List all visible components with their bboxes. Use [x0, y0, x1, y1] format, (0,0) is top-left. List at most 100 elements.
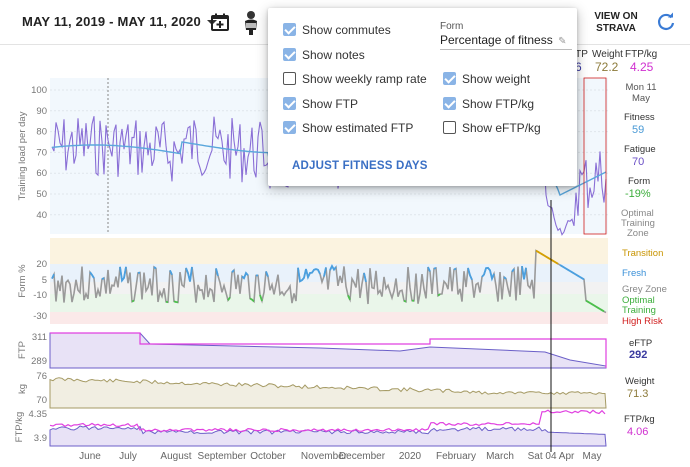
- month-label: March: [486, 451, 514, 462]
- form-tick-label: 5: [42, 275, 47, 286]
- eftp-value: 292: [629, 349, 648, 361]
- month-label: July: [119, 451, 137, 462]
- weight-value: 71.3: [627, 388, 649, 400]
- option-show-estimated-ftp[interactable]: Show estimated FTP: [283, 120, 413, 136]
- form-tick-label: -30: [33, 311, 47, 322]
- ftpkg-header-value: 4.25: [630, 60, 654, 74]
- checkbox-checked[interactable]: [283, 96, 296, 110]
- refresh-icon[interactable]: [656, 12, 676, 32]
- weight-label: Weight: [625, 376, 655, 387]
- load-y-ticks: 100 90 80 70 60 50 40: [31, 85, 47, 221]
- form-optimal-segments: [131, 293, 605, 313]
- strava-label-line1: VIEW ON: [594, 11, 638, 22]
- ftpkg-label: FTP/kg: [624, 414, 655, 425]
- kg-tick-label: 70: [36, 395, 47, 406]
- ftp-header-value: 6: [575, 60, 582, 74]
- option-label: Show weekly ramp rate: [302, 72, 427, 86]
- load-tick-label: 70: [36, 147, 47, 158]
- eftp-label: eFTP: [629, 338, 653, 349]
- option-show-eftp-kg[interactable]: Show eFTP/kg: [443, 120, 541, 136]
- ftp-tick-label: 311: [32, 332, 47, 343]
- ftp-y-ticks: 311 289: [31, 332, 47, 367]
- strava-label-line2: STRAVA: [596, 23, 636, 34]
- option-show-weight[interactable]: Show weight: [443, 71, 530, 87]
- option-label: Show FTP/kg: [462, 96, 535, 111]
- checkbox-checked[interactable]: [283, 47, 296, 61]
- ftpkg-y-axis-label: FTP/kg: [14, 412, 25, 443]
- month-label: February: [436, 451, 476, 462]
- option-show-ftp[interactable]: Show FTP: [283, 96, 358, 112]
- fitness-value: 59: [632, 124, 645, 136]
- month-label: September: [198, 451, 248, 462]
- fitness-label: Fitness: [624, 112, 655, 123]
- ftp-y-axis-label: FTP: [17, 341, 28, 359]
- checkbox-checked[interactable]: [443, 96, 456, 110]
- checkbox-unchecked[interactable]: [283, 72, 296, 85]
- month-label: November: [301, 451, 348, 462]
- fatigue-value: 70: [632, 156, 645, 168]
- ftpkg-tick-label: 4.35: [29, 409, 48, 420]
- option-show-ftp-kg[interactable]: Show FTP/kg: [443, 96, 534, 112]
- ftpkg-header-label: FTP/kg: [625, 49, 658, 60]
- adjust-fitness-days-button[interactable]: ADJUST FITNESS DAYS: [292, 160, 428, 172]
- form-y-axis-label: Form %: [17, 264, 28, 298]
- form-select-value: Percentage of fitness: [440, 33, 553, 47]
- option-label: Show notes: [302, 47, 365, 62]
- month-label: December: [339, 451, 386, 462]
- load-tick-label: 40: [36, 210, 47, 221]
- option-label: Show commutes: [302, 23, 391, 37]
- form-optimal-zone: [50, 294, 608, 312]
- form-tick-label: -10: [33, 290, 47, 301]
- month-label: Sat 04 Apr: [528, 451, 575, 462]
- checkbox-checked[interactable]: [283, 23, 296, 36]
- fatigue-label: Fatigue: [624, 144, 656, 155]
- ftpkg-y-ticks: 4.35 3.9: [29, 409, 48, 444]
- hover-date-line1: Mon 11: [625, 82, 657, 93]
- form-grey-zone: [50, 282, 608, 294]
- option-show-notes[interactable]: Show notes: [283, 47, 365, 63]
- zone-label-line1: Optimal: [621, 208, 654, 219]
- option-label: Show FTP: [302, 96, 359, 111]
- month-label: August: [160, 451, 191, 462]
- view-on-strava-button[interactable]: VIEW ON STRAVA: [588, 11, 644, 35]
- month-label: October: [250, 451, 286, 462]
- form-select[interactable]: Percentage of fitness ✎: [440, 33, 572, 50]
- month-label: 2020: [399, 451, 422, 462]
- pencil-icon: ✎: [558, 36, 567, 47]
- hover-date-line2: May: [632, 93, 650, 104]
- race-marker: [583, 77, 607, 235]
- form-tick-label: 20: [36, 259, 47, 270]
- ftp-tick-label: 289: [31, 356, 47, 367]
- zone-fresh-label: Fresh: [622, 268, 647, 279]
- date-range-label: MAY 11, 2019 - MAY 11, 2020: [22, 14, 201, 29]
- checkbox-unchecked[interactable]: [443, 121, 456, 134]
- athlete-avatar-icon[interactable]: [240, 10, 262, 36]
- weight-header-value: 72.2: [595, 60, 619, 74]
- ftpkg-tick-label: 3.9: [34, 433, 47, 444]
- zone-grey-label: Grey Zone: [622, 284, 667, 295]
- kg-tick-label: 76: [36, 371, 47, 382]
- form-high-risk-zone: [50, 312, 608, 324]
- chart-options-popup: Show commutes Show notes Show weekly ramp …: [268, 8, 577, 186]
- load-tick-label: 100: [31, 85, 47, 96]
- option-show-weekly-ramp-rate[interactable]: Show weekly ramp rate: [283, 71, 427, 87]
- form-transition-segments: [535, 249, 559, 265]
- zone-optimal-label-2: Training: [622, 305, 656, 316]
- option-label: Show eFTP/kg: [462, 121, 541, 135]
- kg-y-ticks: 76 70: [36, 371, 47, 406]
- month-label: May: [583, 451, 602, 462]
- zone-high-risk-label: High Risk: [622, 316, 663, 327]
- ftp-line: [50, 332, 607, 368]
- option-show-commutes[interactable]: Show commutes: [283, 22, 391, 38]
- checkbox-checked[interactable]: [283, 121, 296, 134]
- zone-transition-label: Transition: [622, 248, 664, 259]
- eftp-area: [49, 332, 607, 369]
- load-tick-label: 80: [36, 127, 47, 138]
- ftpkg-value: 4.06: [627, 426, 649, 438]
- load-tick-label: 90: [36, 106, 47, 117]
- checkbox-checked[interactable]: [443, 72, 456, 85]
- calendar-add-icon[interactable]: [210, 12, 230, 32]
- eftpkg-area: [49, 425, 607, 447]
- zone-optimal-label-1: Optimal: [622, 295, 655, 306]
- ftp-header-label: FTP: [569, 49, 588, 60]
